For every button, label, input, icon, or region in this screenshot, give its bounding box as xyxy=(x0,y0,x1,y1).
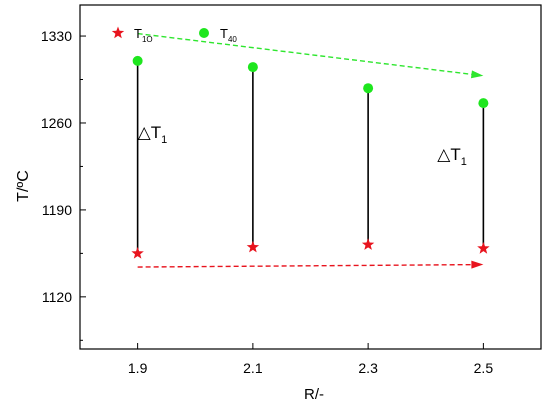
star-point xyxy=(246,240,260,253)
y-tick-label: 1120 xyxy=(42,289,72,305)
legend-label-1: T1O xyxy=(134,26,153,44)
x-tick-label: 2.3 xyxy=(358,360,378,376)
legend: T1O T40 xyxy=(111,26,237,44)
y-tick-label: 1330 xyxy=(41,28,72,44)
trend-arrow-line-1 xyxy=(137,32,472,76)
x-axis-label: R/- xyxy=(304,386,324,403)
circle-point xyxy=(132,55,143,66)
annotations: △T1 △T1 xyxy=(138,123,467,168)
plot-frame xyxy=(79,4,542,350)
delta-t-annotation-1: △T1 xyxy=(138,123,168,146)
trend-arrows xyxy=(137,32,484,269)
data-markers xyxy=(131,55,490,259)
circle-point xyxy=(363,83,374,94)
star-point xyxy=(477,241,490,254)
circle-point xyxy=(247,62,258,73)
plot-frame-border xyxy=(79,4,542,350)
legend-label-2: T40 xyxy=(220,26,237,44)
connector-lines xyxy=(136,60,485,254)
star-point xyxy=(361,238,375,250)
x-tick-label: 2.1 xyxy=(243,360,263,376)
legend-marker-2 xyxy=(199,28,209,38)
legend-marker-1 xyxy=(111,26,125,39)
y-tick-label: 1260 xyxy=(41,115,72,131)
delta-t-annotation-2: △T1 xyxy=(437,145,467,168)
star-point xyxy=(131,246,144,259)
circle-point xyxy=(478,98,489,109)
trend-arrow-head-1 xyxy=(470,70,484,79)
x-tick-label: 1.9 xyxy=(128,360,148,376)
axis-ticks: 1.9 2.1 2.3 2.5 1120 1190 1260 1330 xyxy=(41,28,493,376)
trend-arrow-line-2 xyxy=(137,263,472,268)
trend-arrow-head-2 xyxy=(471,260,484,269)
y-tick-label: 1190 xyxy=(42,202,72,218)
y-axis-label: T/ºC xyxy=(15,170,32,202)
x-tick-label: 2.5 xyxy=(474,360,494,376)
